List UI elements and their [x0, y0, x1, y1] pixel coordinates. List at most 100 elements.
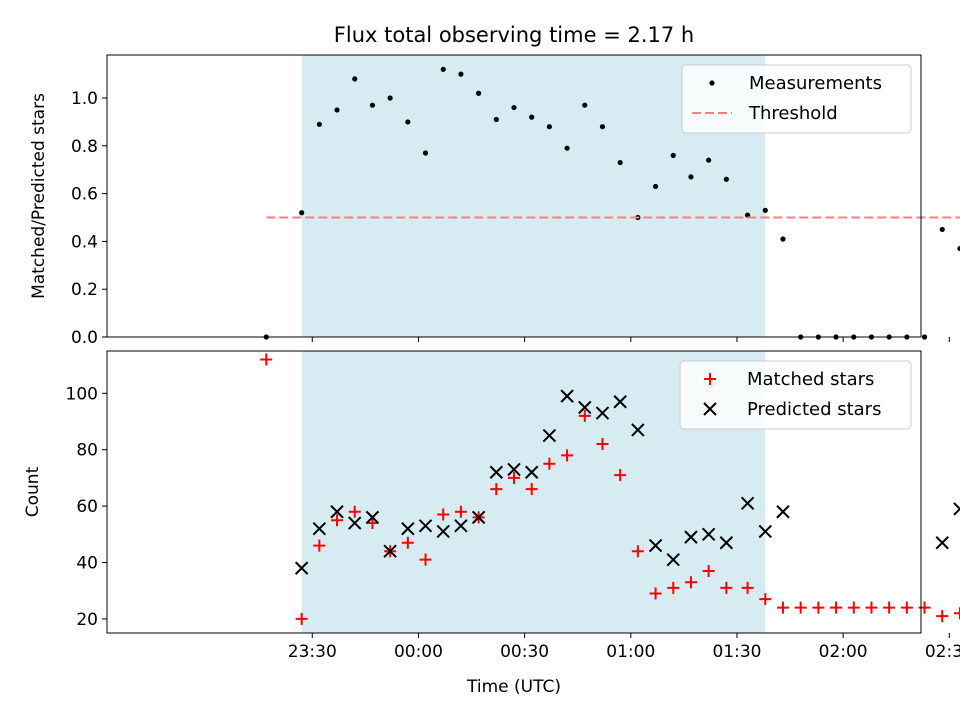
- matched-star-point: [596, 438, 609, 451]
- measurement-point: [762, 207, 768, 213]
- y-tick-label: 60: [76, 497, 98, 517]
- x-tick-label: 00:30: [500, 642, 549, 662]
- matched-star-point: [684, 576, 697, 589]
- measurement-point: [706, 157, 712, 163]
- matched-star-point: [437, 508, 450, 521]
- predicted-star-point: [330, 505, 344, 519]
- matched-star-point: [561, 449, 574, 462]
- legend-label: Matched stars: [747, 369, 874, 390]
- matched-star-point: [847, 601, 860, 614]
- predicted-star-point: [294, 561, 309, 575]
- measurement-point: [546, 124, 552, 130]
- measurement-point: [369, 102, 376, 108]
- x-tick-label: 02:30: [925, 642, 960, 662]
- measurement-point: [723, 176, 729, 182]
- matched-star-point: [953, 607, 960, 620]
- measurement-point: [939, 226, 945, 233]
- matched-star-point: [490, 483, 503, 496]
- predicted-star-point: [740, 496, 755, 510]
- matched-star-point: [525, 483, 538, 496]
- measurement-point: [405, 119, 411, 125]
- measurement-point: [511, 104, 517, 111]
- y-tick-label: 0.8: [71, 137, 98, 157]
- y-tick-label: 100: [66, 384, 98, 404]
- matched-star-point: [900, 601, 913, 614]
- measurement-point: [529, 114, 535, 120]
- legend-dot-marker: [709, 80, 715, 86]
- predicted-star-point: [454, 519, 468, 533]
- matched-star-point: [331, 514, 344, 527]
- flux-ratio-panel: 0.0 0.2 0.4 0.6 0.8 1.0 Matched/Predicted star…: [29, 23, 960, 348]
- x-tick-label: 02:00: [819, 642, 868, 662]
- matched-star-point: [794, 601, 807, 614]
- matched-star-point: [936, 610, 949, 623]
- matched-star-point: [260, 353, 273, 366]
- matched-star-point: [865, 601, 878, 614]
- legend-box: [681, 64, 912, 134]
- predicted-star-point: [613, 395, 627, 409]
- legend-box: [679, 360, 912, 430]
- predicted-star-point: [935, 536, 949, 550]
- predicted-star-point: [648, 538, 663, 553]
- matched-star-point: [830, 601, 843, 614]
- predicted-star-point: [631, 423, 645, 437]
- chart-title: Flux total observing time = 2.17 h: [334, 23, 694, 47]
- measurement-point: [334, 107, 340, 113]
- predicted-star-point: [758, 524, 772, 539]
- x-tick-label: 01:30: [712, 642, 761, 662]
- predicted-star-point: [953, 502, 960, 516]
- predicted-star-point: [719, 536, 734, 550]
- x-tick-label: 01:00: [606, 642, 655, 662]
- measurement-point: [670, 152, 676, 158]
- y-tick-label: 1.0: [71, 89, 98, 109]
- matched-star-point: [454, 505, 467, 518]
- y-tick-label: 40: [76, 554, 98, 574]
- matched-star-point: [295, 612, 308, 625]
- predicted-star-point: [365, 510, 380, 525]
- axes-frame: [106, 54, 922, 338]
- matched-star-point: [631, 545, 644, 558]
- legend-plus-marker: [704, 373, 716, 385]
- predicted-star-point: [418, 519, 433, 533]
- predicted-star-point: [578, 400, 592, 415]
- x-axis-label: Time (UTC): [466, 677, 561, 697]
- matched-star-point: [366, 517, 379, 530]
- measurement-point: [652, 183, 659, 190]
- matched-star-point: [578, 409, 591, 422]
- matched-star-point: [614, 469, 627, 482]
- matched-star-point: [776, 601, 789, 614]
- matched-star-point: [759, 593, 772, 606]
- y-axis-label: Matched/Predicted stars: [29, 93, 49, 299]
- y-tick-label: 20: [76, 610, 98, 630]
- predicted-star-point: [560, 389, 574, 403]
- matched-star-point: [419, 553, 432, 566]
- predicted-star-point: [436, 524, 450, 539]
- matched-star-point: [313, 539, 326, 552]
- predicted-star-point: [595, 406, 610, 420]
- y-axis-label: Count: [23, 466, 43, 517]
- measurement-point: [387, 95, 393, 101]
- measurement-point: [458, 71, 464, 77]
- matched-star-point: [348, 505, 361, 518]
- measurement-point: [316, 121, 322, 127]
- matched-star-point: [720, 581, 733, 594]
- predicted-star-point: [524, 465, 539, 479]
- matched-star-point: [667, 581, 680, 594]
- measurement-point: [440, 66, 446, 72]
- predicted-star-point: [401, 521, 415, 536]
- star-count-panel: 20 40 60 80 100 23:30 00:00 00:30 01:00 01:30 02:0…: [23, 350, 960, 697]
- matched-star-point: [401, 536, 414, 549]
- matched-star-point: [741, 581, 754, 594]
- predicted-star-point: [383, 544, 397, 558]
- measurement-point: [582, 102, 588, 108]
- matched-star-point: [508, 471, 520, 484]
- matched-star-point: [812, 601, 825, 614]
- measurement-point: [957, 245, 960, 252]
- measurement-point: [599, 124, 606, 130]
- x-tick-label: 00:00: [394, 642, 443, 662]
- measurement-point: [352, 76, 358, 82]
- measurement-point: [493, 116, 499, 123]
- measurement-point: [476, 90, 482, 96]
- predicted-star-point: [666, 552, 680, 567]
- x-tick-label: 23:30: [288, 642, 337, 662]
